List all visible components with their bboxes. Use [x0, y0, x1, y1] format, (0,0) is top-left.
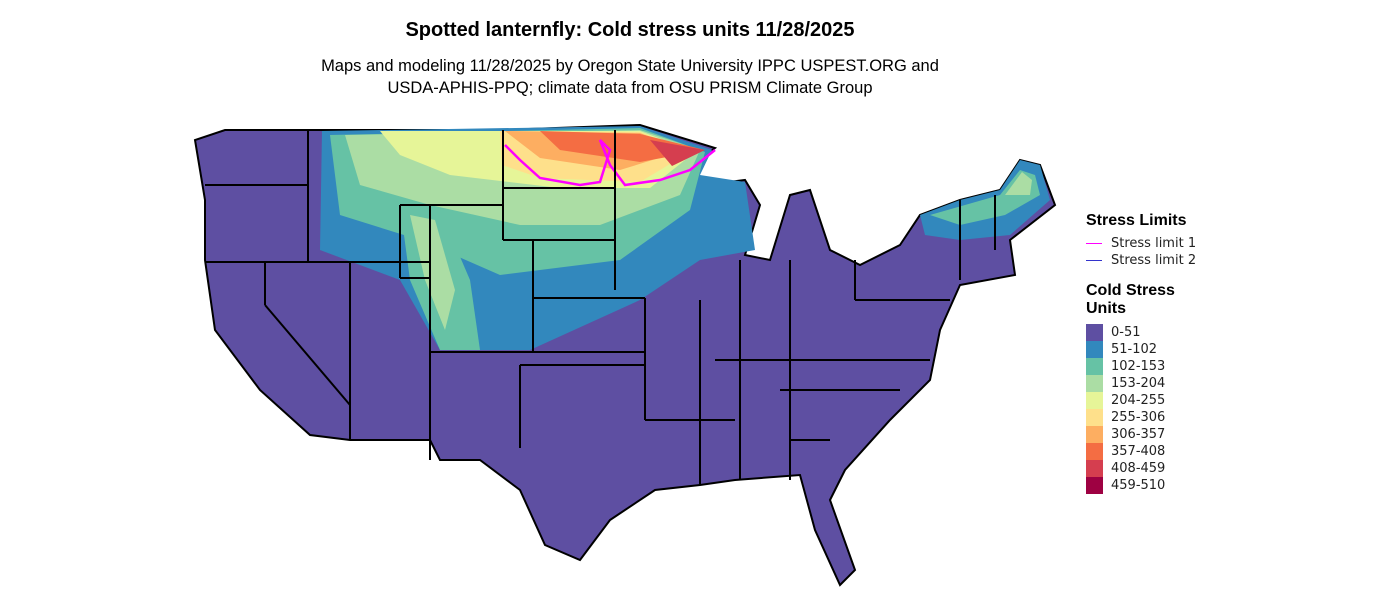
units-legend-item: 255-306 — [1086, 409, 1206, 426]
stress-line-key-icon — [1086, 260, 1102, 261]
color-swatch — [1086, 409, 1103, 426]
zone-ne-102-153 — [930, 170, 1040, 225]
stress-legend-item: Stress limit 2 — [1086, 252, 1206, 269]
stress-legend-item: Stress limit 1 — [1086, 235, 1206, 252]
units-legend-label: 204-255 — [1111, 393, 1166, 408]
units-legend-label: 0-51 — [1111, 325, 1141, 340]
zone-rockies-light — [410, 215, 455, 330]
units-legend-item: 102-153 — [1086, 358, 1206, 375]
units-legend-label: 51-102 — [1111, 342, 1158, 357]
units-legend-label: 459-510 — [1111, 478, 1166, 493]
units-legend-label: 102-153 — [1111, 359, 1166, 374]
units-legend-item: 306-357 — [1086, 426, 1206, 443]
color-swatch — [1086, 443, 1103, 460]
stress-legend-label: Stress limit 1 — [1111, 236, 1197, 251]
zone-408-459 — [650, 140, 705, 166]
zone-ne-153-204 — [1005, 172, 1032, 195]
units-legend-item: 0-51 — [1086, 324, 1206, 341]
stress-legend-label: Stress limit 2 — [1111, 253, 1197, 268]
color-swatch — [1086, 477, 1103, 494]
legend: Stress Limits Stress limit 1 Stress limit… — [1086, 212, 1206, 494]
color-swatch — [1086, 324, 1103, 341]
units-legend-item: 357-408 — [1086, 443, 1206, 460]
stress-limit-1-line — [504, 139, 716, 187]
units-legend-label: 255-306 — [1111, 410, 1166, 425]
map-title: Spotted lanternfly: Cold stress units 11… — [405, 19, 855, 41]
units-legend-label: 408-459 — [1111, 461, 1166, 476]
units-legend-label: 357-408 — [1111, 444, 1166, 459]
color-swatch — [1086, 426, 1103, 443]
map-subtitle: Maps and modeling 11/28/2025 by Oregon S… — [230, 55, 1030, 99]
color-swatch — [1086, 341, 1103, 358]
color-swatch — [1086, 460, 1103, 477]
color-swatch — [1086, 392, 1103, 409]
color-swatch — [1086, 358, 1103, 375]
stress-line-key-icon — [1086, 243, 1102, 244]
cold-stress-units-title: Cold Stress Units — [1086, 282, 1175, 317]
stress-limits-title: Stress Limits — [1086, 212, 1187, 229]
subtitle-line-1: Maps and modeling 11/28/2025 by Oregon S… — [321, 57, 939, 75]
units-legend-item: 51-102 — [1086, 341, 1206, 358]
state-borders — [205, 130, 996, 485]
subtitle-line-2: USDA-APHIS-PPQ; climate data from OSU PR… — [387, 79, 873, 97]
units-legend-label: 306-357 — [1111, 427, 1166, 442]
units-legend-item: 204-255 — [1086, 392, 1206, 409]
units-legend-label: 153-204 — [1111, 376, 1166, 391]
units-legend-item: 408-459 — [1086, 460, 1206, 477]
units-legend-item: 153-204 — [1086, 375, 1206, 392]
units-legend-item: 459-510 — [1086, 477, 1206, 494]
color-swatch — [1086, 375, 1103, 392]
